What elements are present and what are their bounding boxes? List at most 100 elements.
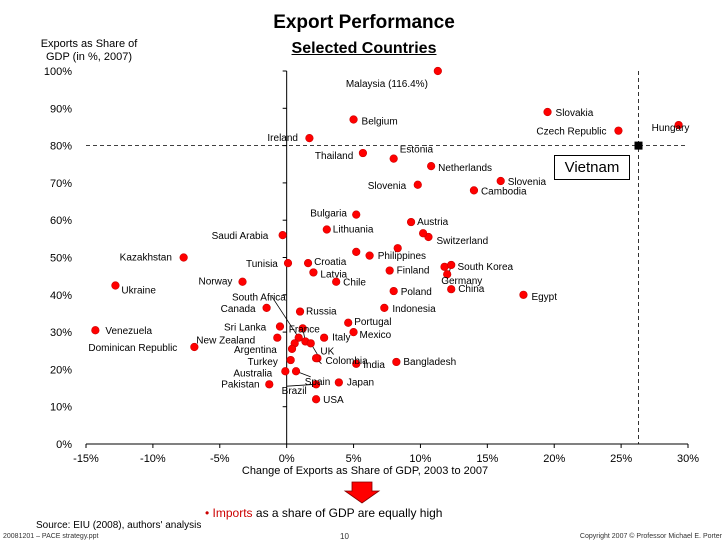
data-point <box>190 342 199 352</box>
data-point <box>311 354 321 363</box>
data-point <box>393 244 402 253</box>
data-point <box>334 378 343 387</box>
x-tick-label: 25% <box>610 453 632 465</box>
data-point <box>352 247 361 257</box>
data-label: Hungary <box>652 123 690 134</box>
footer-filename: 20081201 – PACE strategy.ppt <box>3 533 99 540</box>
y-axis-label-line2: GDP (in %, 2007) <box>45 51 132 63</box>
data-point <box>352 359 361 368</box>
x-tick-label: -5% <box>210 453 230 465</box>
y-tick-label: 50% <box>50 253 72 265</box>
callout-arrow <box>343 481 381 504</box>
data-point <box>385 266 394 275</box>
data-label: Dominican Republic <box>88 343 177 354</box>
data-point <box>447 260 456 270</box>
data-point <box>519 290 528 299</box>
data-point <box>392 357 401 367</box>
data-label: Bulgaria <box>310 209 347 220</box>
page-title: Export Performance <box>273 12 455 33</box>
data-point <box>320 333 329 342</box>
y-tick-label: 80% <box>50 141 72 153</box>
footnote-text: as a share of GDP are equally high <box>255 506 443 520</box>
source-note: Source: EIU (2008), authors' analysis <box>36 520 202 531</box>
data-points <box>91 66 683 404</box>
data-point <box>275 322 285 331</box>
data-label: Mexico <box>360 330 392 341</box>
page-number: 10 <box>340 532 349 541</box>
pointer-line <box>286 383 317 387</box>
y-tick-label: 10% <box>50 402 72 414</box>
data-label: UK <box>320 346 334 357</box>
y-axis-label-line1: Exports as Share of <box>40 38 138 50</box>
x-tick-label: 30% <box>677 453 699 465</box>
data-label: Poland <box>401 287 432 298</box>
data-point <box>278 231 287 240</box>
data-point <box>443 270 452 279</box>
data-label: Argentina <box>234 345 277 356</box>
page-subtitle: Selected Countries <box>291 40 437 57</box>
y-tick-label: 70% <box>50 178 72 190</box>
data-label: South Africa <box>232 293 286 304</box>
data-label: Egypt <box>531 292 557 303</box>
data-point <box>469 186 479 195</box>
data-label: Tunisia <box>246 259 278 270</box>
copyright-note: Copyright 2007 © Professor Michael E. Po… <box>579 533 722 540</box>
data-point <box>352 210 361 219</box>
y-tick-label: 100% <box>44 66 72 78</box>
data-label: Japan <box>347 377 374 388</box>
data-point <box>349 115 358 124</box>
data-label: Spain <box>305 377 331 388</box>
x-tick-label: 15% <box>476 453 498 465</box>
data-point <box>281 367 290 376</box>
data-label: Cambodia <box>481 186 527 197</box>
x-axis-label: Change of Exports as Share of GDP, 2003 … <box>241 465 489 477</box>
data-label: Czech Republic <box>536 127 606 138</box>
data-label: Belgium <box>362 116 398 127</box>
data-label: Venezuela <box>105 326 152 337</box>
data-point <box>496 176 505 186</box>
vietnam-marker <box>634 141 643 150</box>
footnote-highlight: Imports <box>212 506 253 520</box>
data-point <box>305 134 314 143</box>
data-point <box>295 307 305 316</box>
y-tick-label: 40% <box>50 290 72 302</box>
data-label: Portugal <box>354 317 391 328</box>
data-label: New Zealand <box>196 336 255 347</box>
y-tick-label: 30% <box>50 327 72 339</box>
data-label: Ukraine <box>121 285 156 296</box>
data-label: Bangladesh <box>403 357 456 368</box>
vietnam-highlight-label: Vietnam <box>554 155 630 180</box>
data-label: Kazakhstan <box>120 253 172 264</box>
data-point <box>358 148 368 158</box>
data-point <box>273 333 282 342</box>
data-point <box>311 380 321 389</box>
data-label: Lithuania <box>333 225 374 236</box>
data-label: Philippines <box>378 251 426 262</box>
data-point <box>440 262 449 271</box>
data-label: Brazil <box>282 386 307 397</box>
footnote: • Imports as a share of GDP are equally … <box>205 506 442 520</box>
data-point <box>365 251 374 260</box>
data-point <box>291 367 301 376</box>
data-point <box>298 324 307 333</box>
data-label: Canada <box>221 304 256 315</box>
y-tick-label: 60% <box>50 215 72 227</box>
data-label: Thailand <box>315 151 353 162</box>
data-point <box>389 154 398 163</box>
data-label: Colombia <box>325 356 368 367</box>
data-point <box>238 277 247 286</box>
data-point <box>294 333 303 342</box>
data-label: Finland <box>397 266 430 277</box>
data-label: South Korea <box>458 262 514 273</box>
data-point <box>614 126 623 135</box>
data-label: Estonia <box>400 145 434 156</box>
data-point <box>332 277 341 286</box>
y-axis-label: Exports as Share of GDP (in %, 2007) <box>30 38 148 64</box>
data-point <box>389 286 398 296</box>
footnote-bullet: • <box>205 506 210 520</box>
data-point <box>344 318 353 327</box>
x-tick-label: 0% <box>279 453 295 465</box>
data-labels: Malaysia (116.4%) Slovakia Czech Republic H… <box>88 79 689 406</box>
data-label: Slovenia <box>368 181 407 192</box>
